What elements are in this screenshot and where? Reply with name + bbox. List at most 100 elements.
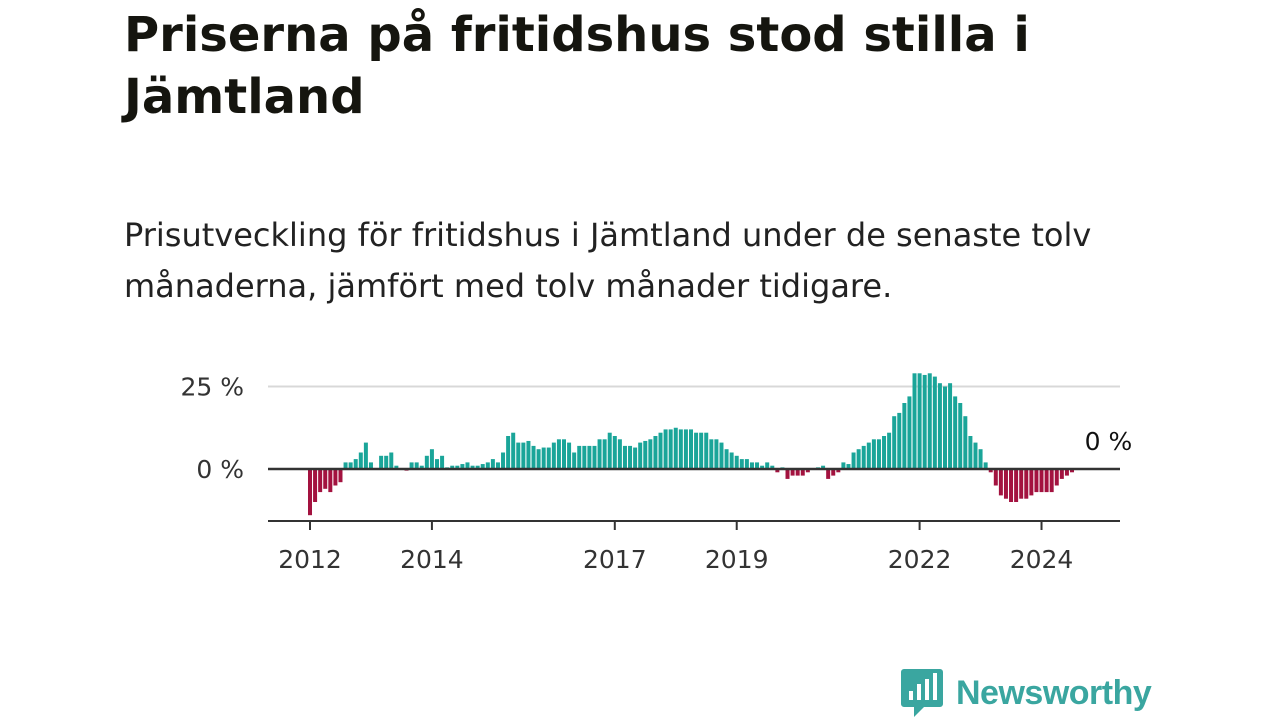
bar — [653, 436, 658, 469]
bar — [1054, 469, 1059, 486]
bar — [683, 429, 688, 469]
newsworthy-logo: Newsworthy — [900, 667, 1152, 719]
bar — [785, 469, 790, 479]
bars — [308, 373, 1080, 516]
bar — [1024, 469, 1029, 499]
bar — [648, 439, 653, 469]
bar — [384, 455, 389, 469]
bar — [521, 442, 526, 469]
bar — [1029, 469, 1034, 496]
bar — [912, 373, 917, 469]
bar — [876, 439, 881, 469]
bar — [948, 383, 953, 469]
bar — [800, 469, 805, 476]
brand-name: Newsworthy — [956, 673, 1152, 712]
bar — [943, 386, 947, 469]
bar — [323, 469, 328, 489]
bar — [673, 427, 678, 469]
bar — [597, 439, 602, 469]
bar — [501, 452, 506, 469]
bar — [790, 469, 795, 476]
bar — [587, 445, 592, 469]
bar — [440, 455, 445, 469]
x-tick-label: 2024 — [1010, 545, 1074, 574]
bar — [633, 447, 638, 469]
bar — [429, 449, 434, 469]
bar — [572, 452, 577, 469]
bar — [821, 465, 826, 469]
bar — [455, 465, 460, 469]
bar — [1049, 469, 1054, 493]
bar — [699, 432, 704, 469]
bar — [612, 436, 617, 469]
bar — [658, 432, 663, 469]
bar — [389, 452, 394, 469]
bar — [348, 462, 353, 469]
bar — [882, 436, 887, 469]
latest-value-label: 0 % — [1085, 427, 1133, 456]
bar — [643, 440, 648, 469]
bar — [770, 465, 775, 469]
bar — [897, 412, 902, 469]
bar — [714, 439, 719, 469]
bar — [922, 374, 927, 469]
bar — [831, 469, 836, 476]
bar — [983, 462, 988, 469]
bar — [567, 442, 572, 469]
bar — [861, 445, 866, 469]
bar — [963, 416, 968, 469]
bar — [871, 439, 876, 469]
bar — [409, 462, 414, 469]
bar — [541, 447, 546, 469]
bar — [663, 429, 668, 469]
tick-labels: 0 % 25 % 2012 2014 2017 2019 2022 2024 0 % — [180, 373, 1132, 575]
bar — [775, 469, 780, 473]
bar — [546, 447, 551, 469]
bar — [1070, 469, 1074, 473]
bar — [617, 439, 622, 469]
bar-chart: 0 % 25 % 2012 2014 2017 2019 2022 2024 0 % — [180, 373, 1132, 575]
bar — [953, 396, 958, 469]
bar — [592, 445, 597, 469]
bar — [917, 373, 922, 469]
bar — [622, 445, 627, 469]
bar — [333, 469, 338, 486]
bar — [607, 432, 612, 469]
bar — [313, 469, 318, 502]
bar — [368, 462, 373, 469]
bar — [907, 396, 912, 469]
bar — [755, 462, 760, 469]
bar — [338, 469, 343, 483]
bar — [668, 429, 673, 469]
bar — [892, 416, 897, 469]
bar — [937, 383, 942, 469]
bar — [511, 432, 516, 469]
bar — [516, 442, 521, 469]
bar — [602, 439, 607, 469]
bar — [1059, 469, 1064, 479]
bar — [318, 469, 323, 493]
bar — [419, 465, 424, 469]
bar — [724, 449, 729, 469]
bar — [435, 459, 439, 469]
x-tick-label: 2022 — [888, 545, 952, 574]
bar — [577, 445, 582, 469]
bar — [424, 455, 429, 469]
bar — [689, 429, 693, 469]
bar — [556, 439, 561, 469]
bar — [506, 436, 511, 469]
bar — [562, 439, 566, 469]
bar — [1064, 469, 1069, 476]
y-tick-label: 0 % — [196, 455, 244, 484]
bar — [841, 462, 846, 469]
bar — [851, 452, 856, 469]
bar — [379, 455, 384, 469]
x-tick-label: 2012 — [278, 545, 342, 574]
bar — [836, 469, 841, 473]
bar — [308, 469, 312, 516]
bar — [968, 436, 973, 469]
bar — [678, 429, 683, 469]
bar — [1003, 469, 1008, 499]
bar — [414, 462, 419, 469]
bar — [973, 442, 978, 469]
